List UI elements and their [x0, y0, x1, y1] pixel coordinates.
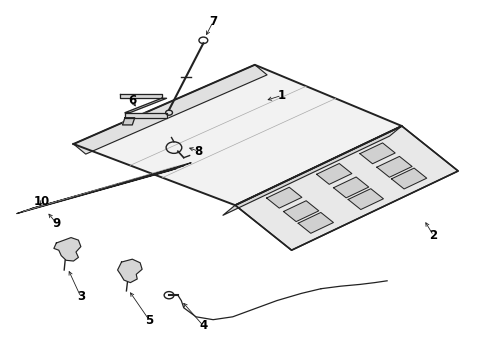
Text: 4: 4: [199, 319, 207, 332]
Text: 6: 6: [128, 94, 136, 107]
Polygon shape: [235, 126, 458, 250]
Polygon shape: [24, 166, 184, 211]
Polygon shape: [348, 189, 383, 210]
Text: 7: 7: [209, 15, 217, 28]
Polygon shape: [317, 163, 352, 184]
Polygon shape: [125, 113, 167, 118]
Polygon shape: [74, 65, 267, 154]
Polygon shape: [31, 163, 191, 209]
Polygon shape: [120, 94, 162, 98]
Text: 2: 2: [430, 229, 438, 242]
Text: 3: 3: [77, 291, 85, 303]
Polygon shape: [334, 177, 369, 198]
Text: 9: 9: [52, 217, 60, 230]
Polygon shape: [17, 168, 176, 213]
Polygon shape: [298, 212, 333, 233]
Polygon shape: [360, 143, 395, 164]
Polygon shape: [122, 118, 135, 125]
Polygon shape: [54, 238, 81, 261]
Polygon shape: [392, 168, 427, 189]
Text: 5: 5: [146, 314, 153, 327]
Text: 1: 1: [278, 89, 286, 102]
Polygon shape: [125, 98, 167, 113]
Polygon shape: [223, 126, 402, 215]
Polygon shape: [118, 259, 142, 283]
Polygon shape: [284, 201, 319, 222]
Text: 8: 8: [195, 145, 202, 158]
Polygon shape: [377, 156, 412, 177]
Text: 10: 10: [33, 195, 50, 208]
Polygon shape: [267, 187, 302, 208]
Polygon shape: [74, 65, 402, 205]
